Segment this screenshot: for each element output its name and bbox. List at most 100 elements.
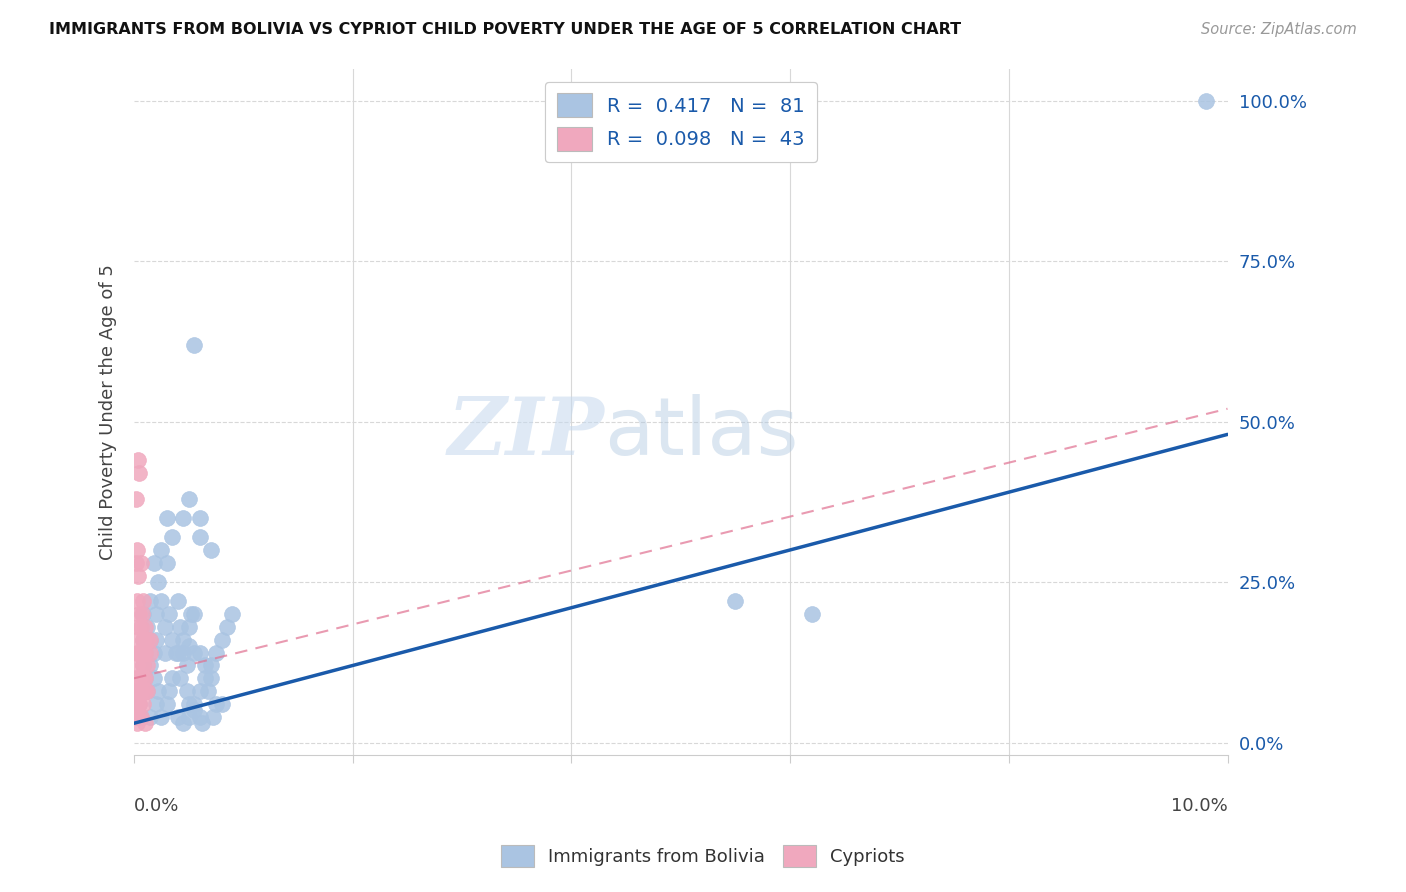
Point [145,697,167,711]
Point [142,646,165,660]
Point [177,620,200,634]
Point [128,646,150,660]
Point [205,697,228,711]
Point [183,697,205,711]
Point [127,453,149,467]
Point [166,710,188,724]
Point [134,646,156,660]
Point [127,710,149,724]
Point [153,646,176,660]
Point [125,684,148,698]
Y-axis label: Child Poverty Under the Age of 5: Child Poverty Under the Age of 5 [100,264,117,560]
Point [136,632,159,647]
Point [183,703,205,717]
Point [177,697,200,711]
Point [134,716,156,731]
Point [162,671,184,685]
Point [128,671,150,685]
Point [180,607,202,621]
Point [801,607,824,621]
Point [134,684,156,698]
Point [134,620,156,634]
Point [165,646,187,660]
Point [1195,94,1218,108]
Point [156,556,179,570]
Point [139,632,162,647]
Point [176,658,198,673]
Point [153,620,176,634]
Point [146,684,169,698]
Point [139,646,162,660]
Point [183,646,205,660]
Point [139,710,162,724]
Point [169,671,191,685]
Point [127,697,149,711]
Point [127,684,149,698]
Point [134,671,156,685]
Point [145,632,167,647]
Point [166,594,188,608]
Point [200,671,222,685]
Point [150,710,173,724]
Point [129,710,152,724]
Point [145,607,167,621]
Legend: Immigrants from Bolivia, Cypriots: Immigrants from Bolivia, Cypriots [494,838,912,874]
Point [129,556,152,570]
Legend: R =  0.417   N =  81, R =  0.098   N =  43: R = 0.417 N = 81, R = 0.098 N = 43 [546,82,817,162]
Point [125,632,148,647]
Point [162,632,184,647]
Point [132,594,155,608]
Point [194,658,217,673]
Point [128,607,150,621]
Point [129,710,152,724]
Point [125,671,148,685]
Point [205,646,228,660]
Point [177,491,200,506]
Point [127,646,149,660]
Point [157,607,180,621]
Point [136,658,159,673]
Point [129,684,152,698]
Point [132,632,155,647]
Point [156,511,179,525]
Point [201,710,224,724]
Point [132,671,155,685]
Point [125,556,148,570]
Point [128,697,150,711]
Point [127,594,149,608]
Point [136,620,159,634]
Point [132,658,155,673]
Point [197,684,219,698]
Point [132,632,155,647]
Point [188,684,211,698]
Point [129,620,152,634]
Point [172,646,194,660]
Point [127,543,149,558]
Point [215,620,238,634]
Point [132,697,155,711]
Point [136,684,159,698]
Text: 0.0%: 0.0% [134,797,180,814]
Point [128,684,150,698]
Point [188,710,211,724]
Point [211,697,233,711]
Point [177,639,200,653]
Point [172,632,194,647]
Point [136,684,159,698]
Text: IMMIGRANTS FROM BOLIVIA VS CYPRIOT CHILD POVERTY UNDER THE AGE OF 5 CORRELATION : IMMIGRANTS FROM BOLIVIA VS CYPRIOT CHILD… [49,22,962,37]
Point [183,607,205,621]
Point [139,594,162,608]
Point [200,543,222,558]
Point [150,594,173,608]
Point [166,646,188,660]
Point [142,556,165,570]
Point [191,716,214,731]
Point [125,710,148,724]
Point [176,684,198,698]
Point [127,568,149,582]
Point [156,697,179,711]
Point [127,658,149,673]
Point [134,639,156,653]
Point [146,575,169,590]
Text: ZIP: ZIP [447,393,605,471]
